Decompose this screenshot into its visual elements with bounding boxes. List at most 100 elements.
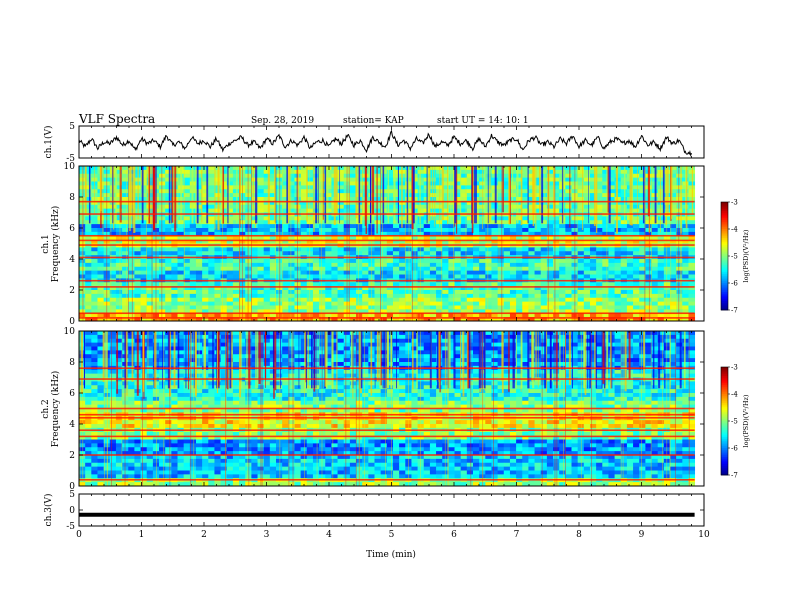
spectrogram-cell [460, 266, 468, 272]
spectrogram-cell [171, 270, 178, 275]
spectrogram-cell [620, 274, 628, 279]
spectrogram-cell [282, 197, 289, 202]
spectrogram-cell [522, 228, 529, 233]
spectrogram-cell [165, 177, 172, 182]
spectrogram-cell [540, 282, 548, 287]
spectrogram-cell [288, 200, 295, 206]
colorbar-segment [721, 225, 728, 228]
spectrogram-cell [540, 331, 548, 336]
spectrogram-cell [429, 181, 437, 186]
spectrogram-cell [195, 301, 203, 306]
spectrogram-cell [417, 274, 425, 279]
spectrogram-cell [509, 220, 517, 225]
spectrogram-cell [651, 290, 659, 295]
spectrogram-cell [553, 200, 560, 206]
spectrogram-cell [152, 239, 160, 244]
spectrogram-cell [300, 297, 308, 303]
spectrogram-cell [651, 270, 659, 275]
spectrogram-cell [362, 270, 369, 275]
spectrogram-cell [565, 290, 572, 295]
spectrogram-cell [602, 181, 609, 186]
spectrogram-cell [466, 181, 474, 186]
spectrogram-cell [202, 239, 209, 244]
spectrogram-cell [214, 282, 221, 287]
spectrogram-cell [343, 334, 351, 340]
spectrogram-cell [614, 282, 622, 287]
spectrogram-cell [282, 282, 289, 287]
spectrogram-cell [220, 309, 228, 314]
spectrogram-cell [466, 200, 474, 206]
spectrogram-cell [657, 224, 665, 229]
spectrogram-cell [319, 293, 326, 299]
spectrogram-cell [485, 231, 492, 237]
spectrogram-cell [306, 286, 314, 291]
spectrogram-cell [522, 208, 529, 213]
spectrogram-cell [300, 286, 308, 291]
spectrogram-cell [263, 274, 271, 279]
spectrogram-cell [589, 193, 597, 198]
spectrogram-cell [183, 282, 191, 287]
spectrogram-cell [331, 282, 338, 287]
spectrogram-cell [263, 259, 271, 264]
spectrogram-cell [356, 282, 363, 287]
spectrogram-cell [337, 290, 345, 295]
spectrogram-cell [380, 309, 388, 314]
spectrogram-cell [128, 259, 135, 264]
spectrogram-cell [429, 193, 437, 198]
spectrogram-cell [676, 181, 683, 186]
colorbar-tick-label: -7 [731, 307, 738, 315]
spectrogram-cell [165, 293, 172, 299]
spectrogram-streak [474, 166, 476, 224]
spectrogram-cell [368, 259, 375, 264]
spectrogram-cell [79, 293, 86, 299]
spectrogram-cell [417, 270, 425, 275]
spectrogram-cell [195, 270, 203, 275]
spectrogram-cell [417, 220, 425, 225]
spectrogram-cell [676, 228, 683, 233]
spectrogram-cell [251, 177, 258, 182]
spectrogram-cell [276, 301, 283, 306]
spectrogram-cell [405, 301, 412, 306]
spectrogram-cell [602, 301, 609, 306]
spectrogram-cell [276, 334, 283, 340]
spectrogram-cell [79, 309, 86, 314]
spectrogram-cell [171, 313, 178, 318]
spectrogram-cell [639, 309, 646, 314]
spectrogram-cell [220, 346, 228, 351]
spectrogram-cell [473, 224, 480, 229]
spectrogram-cell [596, 208, 603, 213]
spectrogram-cell [183, 228, 191, 233]
spectrogram-cell [226, 169, 234, 175]
spectrogram-cell [134, 274, 141, 279]
spectrogram-cell [189, 235, 197, 241]
spectrogram-cell [405, 286, 412, 291]
spectrogram-cell [386, 208, 394, 213]
spectrogram-cell [454, 290, 462, 295]
spectrogram-cell [460, 247, 468, 252]
spectrogram-cell [109, 293, 117, 299]
spectrogram-cell [257, 313, 265, 318]
spectrogram-streak [177, 166, 179, 224]
spectrogram-cell [602, 297, 609, 303]
spectrogram-cell [79, 193, 86, 198]
spectrogram-cell [294, 228, 302, 233]
spectrogram-cell [522, 313, 529, 318]
spectrogram-streak [662, 166, 665, 224]
spectrogram-cell [565, 282, 572, 287]
spectrogram-cell [608, 173, 615, 179]
spectrogram-cell [411, 259, 418, 264]
spectrogram-cell [183, 346, 191, 351]
spectrogram-cell [676, 166, 683, 171]
spectrogram-cell [306, 189, 314, 194]
spectrogram-cell [165, 313, 172, 318]
spectrogram-cell [633, 231, 640, 237]
spectrogram-cell [589, 301, 597, 306]
spectrogram-cell [417, 224, 425, 229]
spectrogram-cell [239, 239, 246, 244]
spectrogram-cell [583, 216, 591, 221]
spectrogram-cell [325, 286, 332, 291]
spectrogram-cell [509, 270, 517, 275]
spectrogram-cell [159, 301, 166, 306]
spectrogram-streak [239, 166, 241, 321]
spectrogram-cell [325, 293, 332, 299]
